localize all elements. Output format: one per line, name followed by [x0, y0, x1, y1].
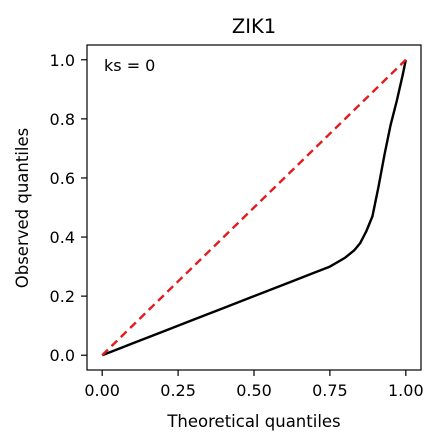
y-tick-label: 1.0	[50, 51, 75, 70]
x-tick-label: 1.00	[388, 381, 424, 400]
y-tick-label: 0.4	[50, 228, 75, 247]
y-axis-title: Observed quantiles	[13, 128, 32, 289]
x-tick-label: 0.50	[236, 381, 272, 400]
x-tick-label: 0.25	[160, 381, 196, 400]
x-axis-title: Theoretical quantiles	[166, 412, 340, 431]
y-tick-label: 0.0	[50, 346, 75, 365]
chart-title: ZIK1	[232, 15, 276, 38]
y-tick-label: 0.8	[50, 110, 75, 129]
plot-area	[101, 58, 407, 357]
y-tick-label: 0.2	[50, 287, 75, 306]
ks-annotation: ks = 0	[104, 56, 155, 75]
x-tick-label: 0.00	[84, 381, 120, 400]
x-axis: 0.00 0.25 0.50 0.75 1.00	[84, 370, 424, 400]
reference-line	[101, 58, 407, 357]
y-tick-label: 0.6	[50, 169, 75, 188]
qq-line	[101, 59, 407, 357]
x-tick-label: 0.75	[312, 381, 348, 400]
y-axis: 0.0 0.2 0.4 0.6 0.8 1.0	[50, 51, 87, 365]
